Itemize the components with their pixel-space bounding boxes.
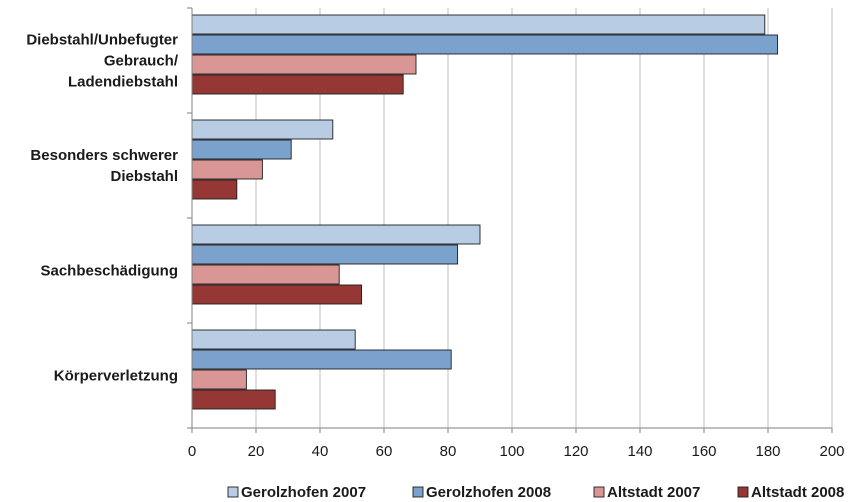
x-tick-label: 20 bbox=[248, 443, 265, 460]
bar bbox=[191, 14, 766, 35]
category-label: Körperverletzung bbox=[54, 368, 178, 385]
x-tick-label: 0 bbox=[188, 443, 196, 460]
legend-swatch bbox=[737, 486, 749, 498]
x-tick-label: 40 bbox=[312, 443, 329, 460]
x-tick-label: 80 bbox=[440, 443, 457, 460]
bar bbox=[191, 389, 276, 410]
bar bbox=[191, 264, 340, 285]
x-tick-label: 100 bbox=[499, 443, 524, 460]
bar bbox=[191, 284, 363, 305]
category-label: Diebstahl/Unbefugter bbox=[26, 32, 178, 49]
bar bbox=[191, 329, 356, 350]
legend-swatch bbox=[593, 486, 605, 498]
legend-label: Gerolzhofen 2008 bbox=[426, 484, 551, 501]
x-tick-label: 160 bbox=[691, 443, 716, 460]
category-label: Besonders schwerer bbox=[30, 147, 178, 164]
x-tick-label: 180 bbox=[755, 443, 780, 460]
bar bbox=[191, 179, 238, 200]
category-label: Diebstahl bbox=[110, 168, 178, 185]
x-tick-label: 60 bbox=[376, 443, 393, 460]
x-tick-labels: 0 20 40 60 80 100 120 140 160 180 200 bbox=[188, 443, 845, 460]
bar bbox=[191, 54, 417, 75]
legend-label: Altstadt 2008 bbox=[751, 484, 844, 501]
category-labels: Diebstahl/Unbefugter Gebrauch/Ladendiebst… bbox=[26, 32, 179, 385]
category-label: Gebrauch/ bbox=[104, 53, 179, 70]
legend-label: Altstadt 2007 bbox=[607, 484, 700, 501]
x-tick-label: 140 bbox=[627, 443, 652, 460]
bar bbox=[191, 159, 263, 180]
x-tick-label: 200 bbox=[819, 443, 844, 460]
bar bbox=[191, 224, 481, 245]
bars bbox=[191, 14, 779, 410]
bar bbox=[191, 34, 779, 55]
category-label: Ladendiebstahl bbox=[68, 74, 178, 91]
category-label: Sachbeschädigung bbox=[40, 263, 178, 280]
bar bbox=[191, 244, 459, 265]
x-tick-label: 120 bbox=[563, 443, 588, 460]
legend-swatch bbox=[412, 486, 424, 498]
bar bbox=[191, 369, 247, 390]
legend-swatch bbox=[227, 486, 239, 498]
bar bbox=[191, 139, 292, 160]
bar bbox=[191, 349, 452, 370]
bar bbox=[191, 119, 334, 140]
bar bbox=[191, 74, 404, 95]
legend: Gerolzhofen 2007 Gerolzhofen 2008 Altstadt… bbox=[227, 484, 844, 501]
legend-label: Gerolzhofen 2007 bbox=[241, 484, 366, 501]
axes bbox=[187, 7, 833, 433]
